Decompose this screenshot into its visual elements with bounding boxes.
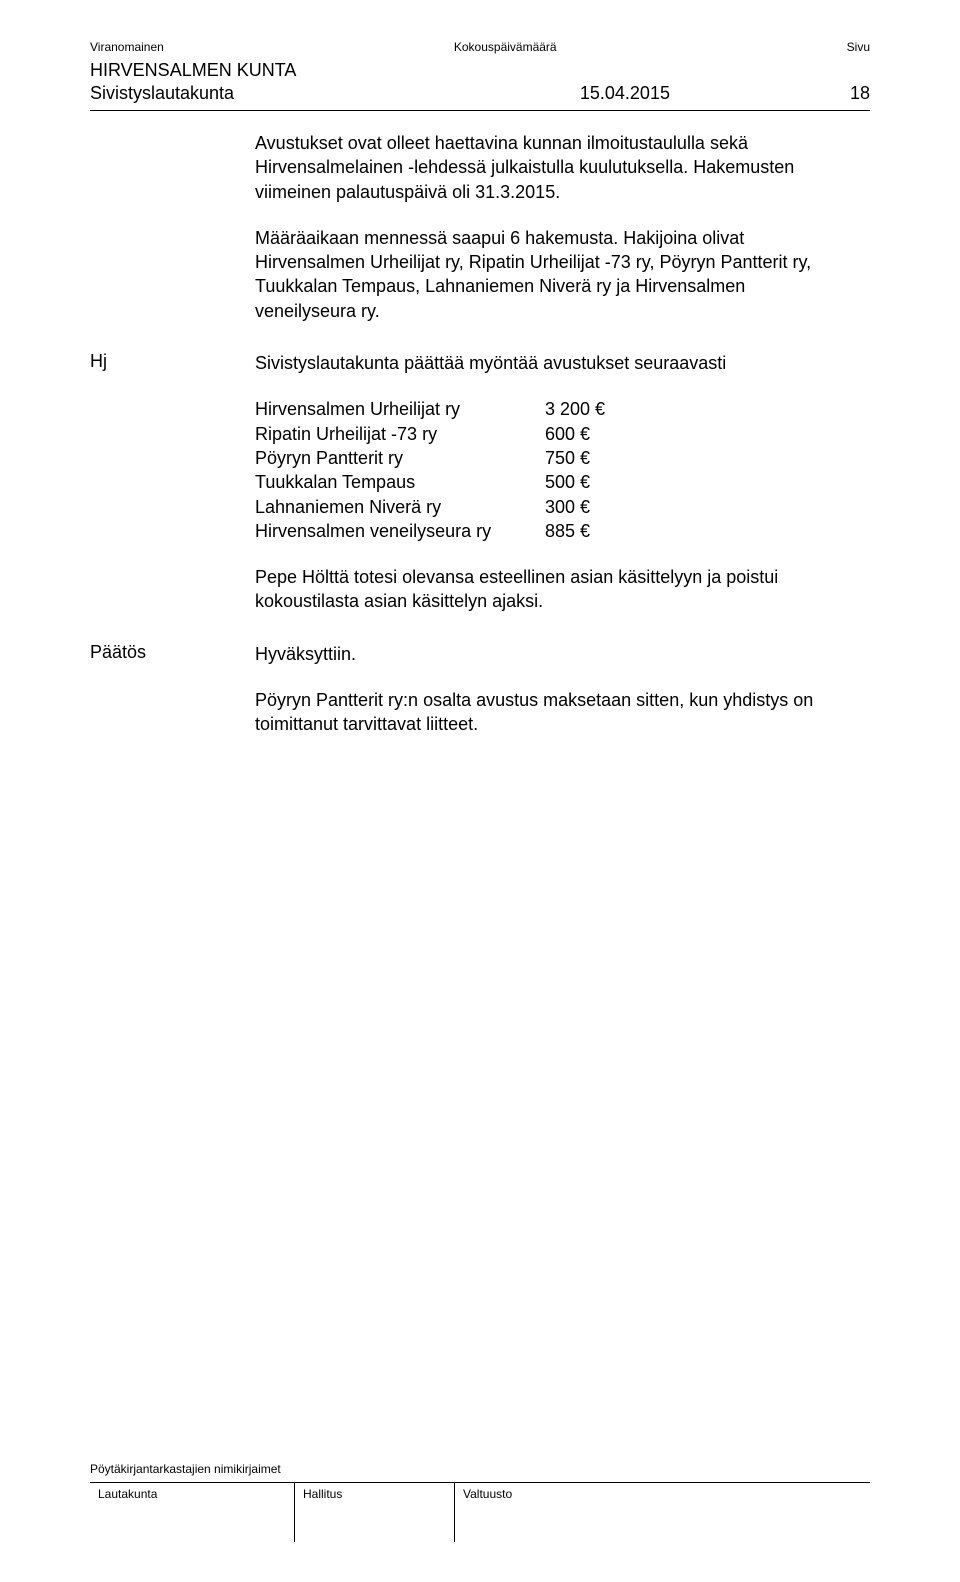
body-para2: Määräaikaan mennessä saapui 6 hakemusta.… xyxy=(255,226,840,323)
decision-content: Hyväksyttiin. Pöyryn Pantterit ry:n osal… xyxy=(255,642,840,737)
page-number: 18 xyxy=(850,83,870,104)
proposal-row: Hj Sivistyslautakunta päättää myöntää av… xyxy=(90,351,870,614)
proposal-label: Hj xyxy=(90,351,255,372)
grant-amount: 885 € xyxy=(545,519,590,543)
footer-title: Pöytäkirjantarkastajien nimikirjaimet xyxy=(90,1462,870,1476)
grant-amount: 500 € xyxy=(545,470,590,494)
grant-name: Hirvensalmen Urheilijat ry xyxy=(255,397,545,421)
subheader-row: Sivistyslautakunta 15.04.2015 18 xyxy=(90,83,870,111)
grant-amount: 600 € xyxy=(545,422,590,446)
board-name: Sivistyslautakunta xyxy=(90,83,580,104)
body-para1: Avustukset ovat olleet haettavina kunnan… xyxy=(255,131,840,204)
footer-col-lautakunta: Lautakunta xyxy=(90,1483,295,1542)
grant-row: Tuukkalan Tempaus 500 € xyxy=(255,470,840,494)
decision-row: Päätös Hyväksyttiin. Pöyryn Pantterit ry… xyxy=(90,642,870,737)
grant-name: Lahnaniemen Niverä ry xyxy=(255,495,545,519)
decision-note: Pöyryn Pantterit ry:n osalta avustus mak… xyxy=(255,688,840,737)
body-content: Avustukset ovat olleet haettavina kunnan… xyxy=(255,131,840,323)
page-label: Sivu xyxy=(847,40,870,54)
grant-row: Hirvensalmen Urheilijat ry 3 200 € xyxy=(255,397,840,421)
footer: Pöytäkirjantarkastajien nimikirjaimet La… xyxy=(90,1462,870,1542)
grant-table: Hirvensalmen Urheilijat ry 3 200 € Ripat… xyxy=(255,397,840,543)
footer-col-valtuusto: Valtuusto xyxy=(455,1483,615,1542)
grant-name: Pöyryn Pantterit ry xyxy=(255,446,545,470)
grant-name: Hirvensalmen veneilyseura ry xyxy=(255,519,545,543)
proposal-intro: Sivistyslautakunta päättää myöntää avust… xyxy=(255,351,840,375)
decision-text: Hyväksyttiin. xyxy=(255,642,840,666)
grant-row: Ripatin Urheilijat -73 ry 600 € xyxy=(255,422,840,446)
footer-col-hallitus: Hallitus xyxy=(295,1483,455,1542)
proposal-recusal: Pepe Hölttä totesi olevansa esteellinen … xyxy=(255,565,840,614)
meeting-date-label: Kokouspäivämäärä xyxy=(454,40,557,54)
grant-name: Tuukkalan Tempaus xyxy=(255,470,545,494)
grant-row: Pöyryn Pantterit ry 750 € xyxy=(255,446,840,470)
grant-amount: 3 200 € xyxy=(545,397,605,421)
footer-cols: Lautakunta Hallitus Valtuusto xyxy=(90,1482,870,1542)
meeting-date: 15.04.2015 xyxy=(580,83,670,104)
grant-amount: 300 € xyxy=(545,495,590,519)
grant-amount: 750 € xyxy=(545,446,590,470)
decision-label: Päätös xyxy=(90,642,255,663)
header-top-row: Viranomainen Kokouspäivämäärä Sivu xyxy=(90,40,870,54)
grant-name: Ripatin Urheilijat -73 ry xyxy=(255,422,545,446)
grant-row: Hirvensalmen veneilyseura ry 885 € xyxy=(255,519,840,543)
grant-row: Lahnaniemen Niverä ry 300 € xyxy=(255,495,840,519)
proposal-content: Sivistyslautakunta päättää myöntää avust… xyxy=(255,351,840,614)
authority-label: Viranomainen xyxy=(90,40,164,54)
org-name: HIRVENSALMEN KUNTA xyxy=(90,60,870,81)
